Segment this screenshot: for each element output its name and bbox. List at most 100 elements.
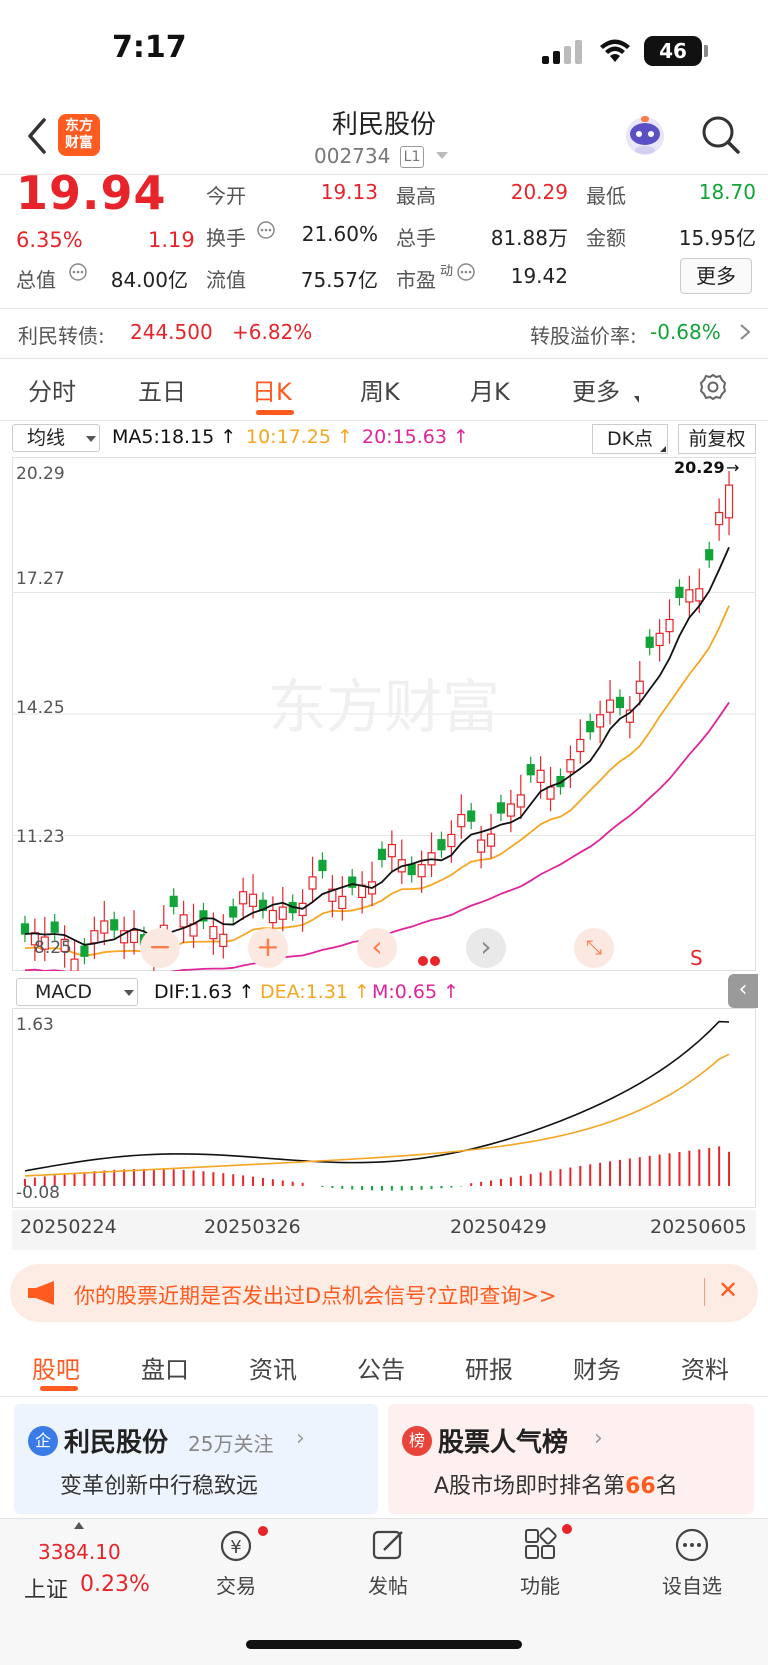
zoom-out-button[interactable]: − — [140, 928, 180, 968]
tab-intraday[interactable]: 分时 — [28, 378, 76, 406]
scroll-left-button[interactable]: ‹ — [357, 928, 397, 968]
macd-chart[interactable]: 1.63 -0.08 — [12, 1008, 756, 1208]
index-name[interactable]: 上证 — [24, 1578, 69, 1603]
tab-profile[interactable]: 资料 — [681, 1356, 729, 1384]
tab-daily-k[interactable]: 日K — [252, 378, 292, 406]
candle-body — [447, 833, 456, 848]
level-badge[interactable]: L1 — [400, 146, 424, 168]
ranking-icon: 榜 — [402, 1426, 432, 1456]
nav-functions[interactable]: 功能 — [520, 1574, 560, 1598]
date-label: 20250605 — [650, 1216, 747, 1238]
pe-label: 市盈 — [396, 268, 436, 292]
code-dropdown-caret-icon[interactable] — [436, 152, 448, 159]
index-pct[interactable]: 0.23% — [80, 1572, 150, 1597]
sell-signal-marker[interactable]: S — [690, 946, 703, 970]
candle-body — [596, 714, 605, 728]
add-watchlist-icon[interactable] — [672, 1526, 712, 1564]
nav-add-watchlist[interactable]: 设自选 — [662, 1574, 722, 1598]
company-card[interactable] — [14, 1404, 378, 1514]
change-amount: 1.19 — [148, 228, 195, 252]
ma5-legend: MA5:18.15 ↑ — [112, 426, 237, 448]
forward-adjust-button[interactable]: 前复权 — [678, 424, 756, 454]
tab-pankou[interactable]: 盘口 — [141, 1356, 189, 1384]
info-dots-icon[interactable] — [456, 262, 476, 282]
candle-body — [496, 802, 506, 814]
zoom-in-button[interactable]: + — [248, 928, 288, 968]
candle-body — [169, 895, 178, 908]
ma5-legend-text: MA5:18.15 — [112, 426, 215, 448]
amount-label: 金额 — [586, 226, 626, 250]
candle-body — [457, 813, 466, 828]
y-label-bottom: 8.25 — [34, 938, 72, 958]
ma10-legend-text: 10:17.25 — [246, 426, 331, 448]
chart-watermark: 东方财富 — [268, 673, 500, 741]
ma10-line — [24, 605, 730, 957]
tab-weekly-k[interactable]: 周K — [360, 378, 400, 406]
scroll-right-button[interactable]: › — [466, 928, 506, 968]
logo-text: 东方 财富 — [65, 118, 93, 151]
tab-monthly-k[interactable]: 月K — [470, 378, 510, 406]
post-edit-icon[interactable] — [370, 1526, 408, 1564]
collapse-panel-button[interactable]: ‹ — [728, 974, 758, 1008]
current-price: 19.94 — [16, 166, 167, 220]
ma-indicator-select[interactable]: 均线 — [12, 424, 100, 452]
fullscreen-icon[interactable]: ⤡ — [574, 928, 614, 968]
m-legend: M:0.65 ↑ — [372, 981, 460, 1003]
tab-more-caret-icon — [634, 396, 639, 403]
candle-body — [377, 848, 387, 861]
more-quote-button[interactable]: 更多 — [680, 258, 752, 294]
tab-finance[interactable]: 财务 — [573, 1356, 621, 1384]
svg-text:¥: ¥ — [230, 1537, 241, 1558]
index-expand-caret-icon[interactable] — [74, 1522, 84, 1529]
tab-announcement[interactable]: 公告 — [357, 1356, 405, 1384]
nav-trade[interactable]: 交易 — [216, 1574, 256, 1598]
index-value[interactable]: 3384.10 — [38, 1540, 121, 1564]
info-dots-icon[interactable] — [256, 220, 276, 240]
ma-select-caret-icon — [86, 436, 96, 442]
search-icon[interactable] — [700, 114, 742, 156]
tab-more[interactable]: 更多 — [572, 378, 620, 406]
stock-code[interactable]: 002734 — [314, 144, 391, 168]
banner-text[interactable]: 你的股票近期是否发出过D点机会信号?立即查询>> — [74, 1284, 557, 1308]
dk-point-button[interactable]: DK点 — [592, 424, 668, 454]
chevron-right-icon[interactable] — [738, 322, 752, 342]
candle-body — [526, 764, 535, 776]
tab-news[interactable]: 资讯 — [249, 1356, 297, 1384]
candlestick-chart[interactable]: 东方财富 20.29 17.27 14.25 11.23 8.25 20.29 … — [12, 457, 756, 971]
back-arrow-icon[interactable] — [22, 116, 52, 156]
tab-five-day[interactable]: 五日 — [138, 378, 186, 406]
tab-research[interactable]: 研报 — [465, 1356, 513, 1384]
dif-legend-text: DIF:1.63 — [154, 981, 233, 1003]
y-label-4: 11.23 — [16, 827, 65, 847]
company-slogan: 变革创新中行稳致远 — [60, 1474, 259, 1499]
candle-body — [199, 910, 208, 922]
candle-body — [546, 786, 555, 800]
y-label-top: 20.29 — [16, 464, 65, 484]
close-banner-icon[interactable]: ✕ — [718, 1276, 739, 1304]
nav-post[interactable]: 发帖 — [368, 1574, 408, 1598]
company-card-title: 利民股份 — [64, 1428, 169, 1458]
ai-assistant-robot-icon[interactable] — [622, 112, 668, 158]
tab-guba[interactable]: 股吧 — [32, 1356, 80, 1384]
candle-body — [179, 914, 188, 928]
settings-gear-icon[interactable] — [698, 372, 728, 402]
d-point-promo-banner[interactable] — [10, 1264, 758, 1322]
dea-legend: DEA:1.31 ↑ — [260, 981, 370, 1003]
popularity-card[interactable] — [388, 1404, 754, 1514]
macd-indicator-select[interactable]: MACD — [16, 978, 138, 1006]
trade-yuan-icon[interactable]: ¥ — [216, 1528, 256, 1564]
macd-select-caret-icon — [124, 990, 134, 996]
banner-divider — [704, 1278, 705, 1306]
candle-body — [695, 588, 704, 602]
macd-select-label: MACD — [35, 981, 92, 1003]
info-dots-icon[interactable] — [68, 262, 88, 282]
candle-body — [665, 618, 674, 633]
candle-body — [625, 709, 634, 723]
functions-grid-icon[interactable] — [522, 1526, 560, 1564]
y-label-3: 14.25 — [16, 698, 65, 718]
date-label: 20250326 — [204, 1216, 301, 1238]
divider — [0, 358, 768, 359]
popularity-rank-text: A股市场即时排名第66名 — [434, 1468, 678, 1500]
candle-body — [536, 769, 545, 784]
candle-body — [705, 549, 714, 561]
